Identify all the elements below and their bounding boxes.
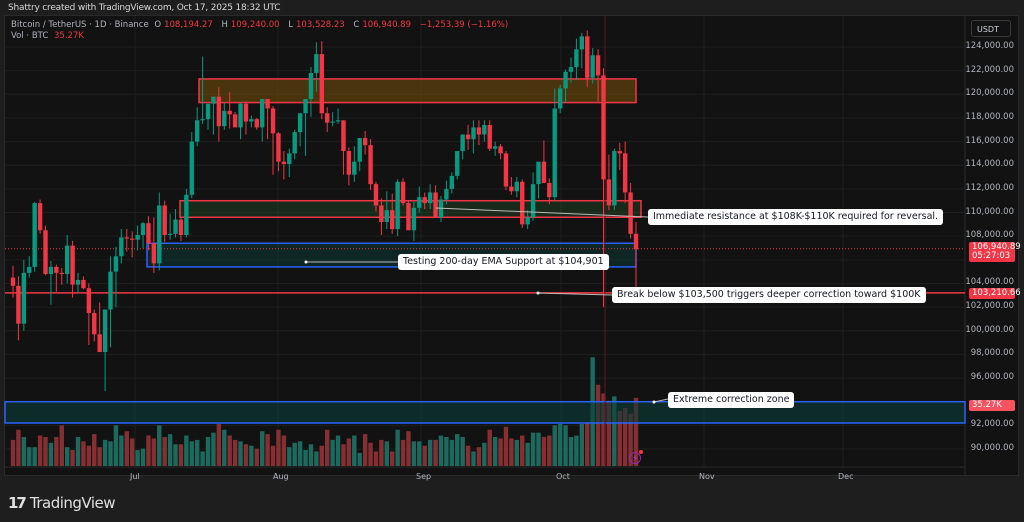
- currency-selector[interactable]: USDT: [971, 20, 1011, 37]
- volume-value: 35.27K: [54, 31, 84, 41]
- price-tick: 110,000.00: [965, 206, 1014, 217]
- price-tick: 112,000.00: [965, 182, 1014, 193]
- high-value: 109,240.00: [230, 20, 280, 30]
- price-tick: 100,000.00: [965, 324, 1014, 335]
- break-below-callout[interactable]: Break below $103,500 triggers deeper cor…: [612, 287, 926, 303]
- current-price-tag: 106,940.89 05:27:03: [969, 242, 1021, 262]
- ohlc-row: Bitcoin / TetherUS · 1D · Binance O 108,1…: [11, 20, 509, 30]
- price-tick: 102,000.00: [965, 301, 1014, 312]
- open-value: 108,194.27: [164, 20, 213, 30]
- time-label-sep: Sep: [416, 472, 432, 481]
- extreme-zone-callout[interactable]: Extreme correction zone: [668, 392, 795, 408]
- symbol-title[interactable]: Bitcoin / TetherUS · 1D · Binance: [11, 20, 149, 30]
- price-tick: 98,000.00: [970, 348, 1014, 359]
- price-tick: 96,000.00: [970, 372, 1014, 383]
- price-tick: 124,000.00: [965, 41, 1014, 51]
- time-label-oct: Oct: [556, 472, 570, 481]
- close-value: 106,940.89: [362, 20, 411, 30]
- price-tick: 122,000.00: [965, 64, 1014, 75]
- chart-credit: Shattry created with TradingView.com, Oc…: [8, 3, 281, 13]
- change-value: −1,253.39 (−1.16%): [419, 20, 509, 30]
- volume-title[interactable]: Vol · BTC: [11, 31, 49, 41]
- symbol-legend: Bitcoin / TetherUS · 1D · Binance O 108,1…: [11, 20, 511, 42]
- price-tick: 120,000.00: [965, 88, 1014, 99]
- tradingview-mark-icon: 17: [8, 494, 27, 512]
- volume-row: Vol · BTC 35.27K: [11, 31, 511, 42]
- line-price-tag: 103,210.66: [969, 288, 1021, 299]
- time-label-jul: Jul: [130, 472, 140, 481]
- price-tick: 90,000.00: [970, 443, 1014, 454]
- ema-support-callout[interactable]: Testing 200-day EMA Support at $104,901: [398, 254, 609, 270]
- price-tick: 108,000.00: [965, 230, 1014, 241]
- current-price: 106,940.89: [972, 242, 1021, 252]
- price-tick: 104,000.00: [965, 277, 1014, 288]
- volume-tag: 35.27K: [969, 400, 1015, 411]
- price-tick: 114,000.00: [965, 159, 1014, 170]
- price-tick: 118,000.00: [965, 111, 1014, 122]
- bar-countdown: 05:27:03: [972, 251, 1011, 261]
- time-label-dec: Dec: [838, 472, 854, 481]
- price-tick: 92,000.00: [970, 419, 1014, 430]
- time-label-aug: Aug: [273, 472, 289, 481]
- price-tick: 116,000.00: [965, 135, 1014, 146]
- low-value: 103,528.23: [296, 20, 345, 30]
- time-label-nov: Nov: [699, 472, 715, 481]
- tradingview-brand: TradingView: [29, 494, 116, 512]
- tradingview-logo[interactable]: 17 TradingView: [8, 494, 116, 512]
- resistance-callout[interactable]: Immediate resistance at $108K-$110K requ…: [648, 209, 944, 225]
- lightning-icon[interactable]: ⚡: [629, 450, 643, 464]
